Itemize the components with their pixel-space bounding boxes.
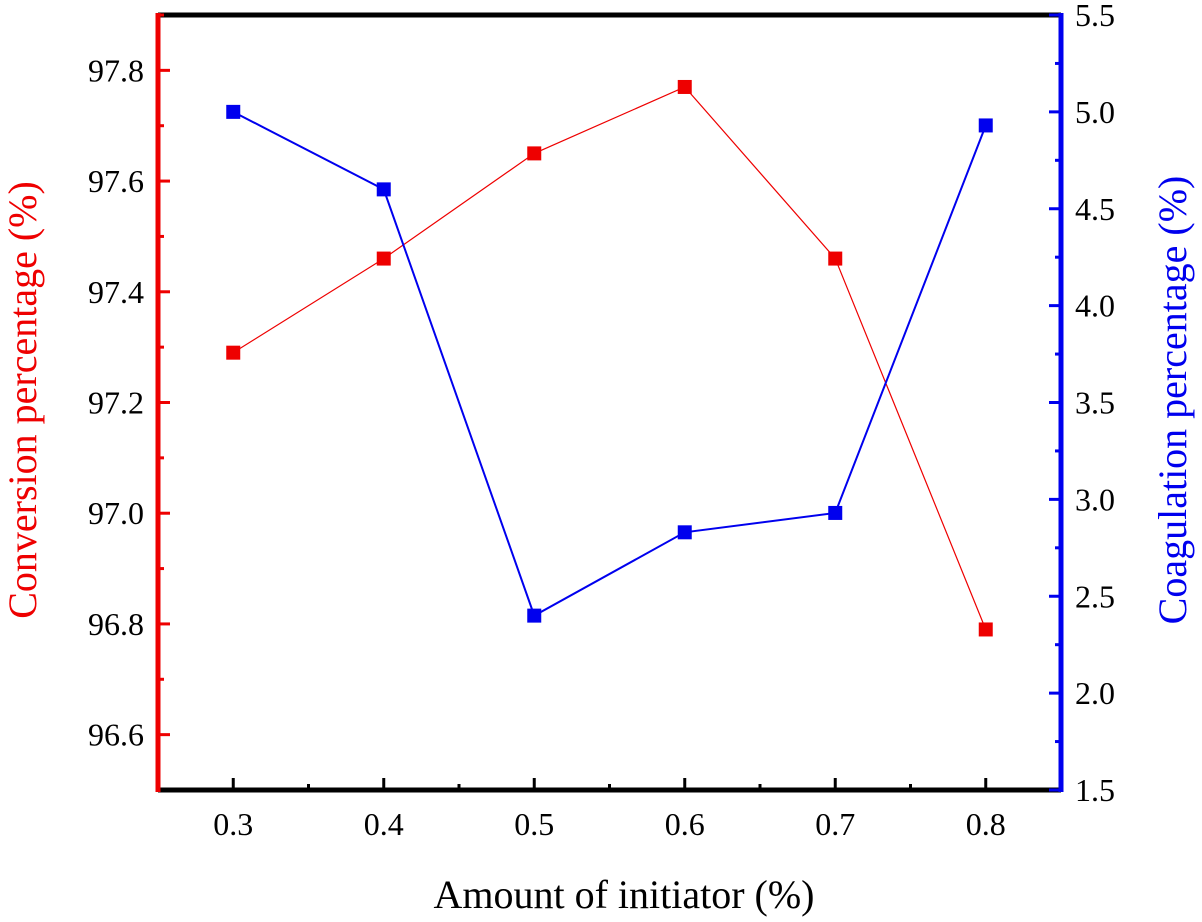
right-y-tick-label: 5.0 [1075, 94, 1115, 130]
conversion-point [978, 622, 993, 637]
right-y-tick-label: 4.5 [1075, 191, 1115, 227]
series-layer [226, 79, 993, 637]
conversion-point [828, 251, 843, 266]
left-y-axis-title: Conversion percentage (%) [0, 181, 45, 619]
coagulation-point [226, 104, 241, 119]
coagulation-point [978, 118, 993, 133]
left-y-tick-label: 97.6 [88, 163, 144, 199]
left-y-tick-label: 96.6 [88, 717, 144, 753]
right-y-axis-title: Coagulation percentage (%) [1150, 176, 1195, 625]
coagulation-series-line [232, 110, 987, 618]
x-axis-title: Amount of initiator (%) [433, 872, 814, 917]
conversion-point [527, 146, 542, 161]
right-y-tick-label: 3.5 [1075, 385, 1115, 421]
left-y-tick-label: 97.4 [88, 274, 144, 310]
right-y-tick-label: 3.0 [1075, 481, 1115, 517]
right-y-tick-label: 2.5 [1075, 578, 1115, 614]
left-y-tick-label: 96.8 [88, 606, 144, 642]
conversion-point [376, 251, 391, 266]
coagulation-point [527, 608, 542, 623]
conversion-point [226, 345, 241, 360]
coagulation-point [677, 525, 692, 540]
conversion-point [677, 79, 692, 94]
conversion-series-line [232, 86, 987, 630]
right-y-tick-label: 1.5 [1075, 772, 1115, 808]
x-tick-label: 0.8 [966, 806, 1006, 842]
coagulation-point [376, 182, 391, 197]
right-y-tick-label: 5.5 [1075, 0, 1115, 33]
ticks-layer: 0.3 0.4 0.5 0.6 0.7 0.8 96.6 96.8 97.0 97.2 97.4 97… [88, 0, 1115, 842]
plot-frame [155, 12, 1064, 793]
left-y-tick-label: 97.0 [88, 495, 144, 531]
right-y-tick-label: 4.0 [1075, 288, 1115, 324]
left-y-tick-label: 97.2 [88, 385, 144, 421]
x-tick-label: 0.5 [514, 806, 554, 842]
x-tick-label: 0.7 [815, 806, 855, 842]
coagulation-point [828, 505, 843, 520]
x-tick-label: 0.6 [665, 806, 705, 842]
right-y-tick-label: 2.0 [1075, 675, 1115, 711]
x-tick-label: 0.4 [364, 806, 404, 842]
left-y-tick-label: 97.8 [88, 52, 144, 88]
x-tick-label: 0.3 [213, 806, 253, 842]
